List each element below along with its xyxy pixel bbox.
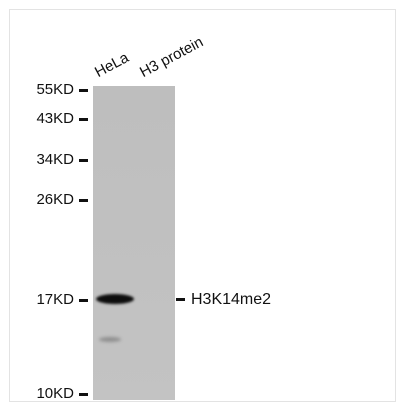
marker-tick-55kd: [79, 89, 88, 92]
marker-label-17kd: 17KD: [36, 291, 74, 308]
marker-label-43kd: 43KD: [36, 110, 74, 127]
blot-membrane: [93, 86, 175, 400]
marker-tick-34kd: [79, 159, 88, 162]
band-label: H3K14me2: [191, 291, 272, 308]
marker-label-34kd: 34KD: [36, 151, 74, 168]
marker-tick-26kd: [79, 199, 88, 202]
marker-label-10kd: 10KD: [36, 385, 74, 402]
marker-label-55kd: 55KD: [36, 81, 74, 98]
marker-tick-10kd: [79, 393, 88, 396]
hela-band-17kd: [96, 294, 134, 304]
marker-tick-17kd: [79, 299, 88, 302]
hela-faint-band: [99, 337, 121, 342]
image-frame: [9, 9, 396, 402]
marker-label-26kd: 26KD: [36, 191, 74, 208]
marker-tick-43kd: [79, 118, 88, 121]
band-pointer-tick: [176, 298, 185, 301]
